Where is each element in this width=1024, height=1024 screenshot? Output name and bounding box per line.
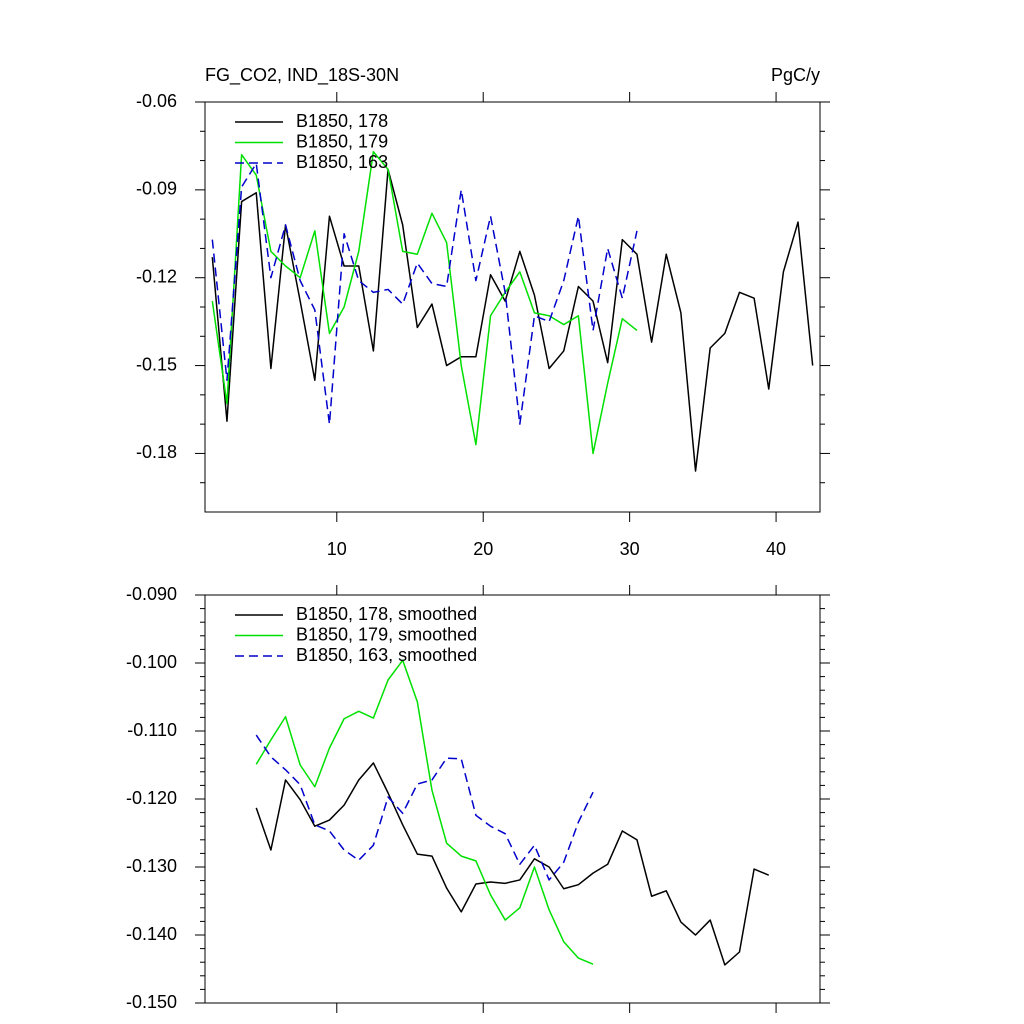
series-line (211, 162, 638, 425)
y-tick-label: -0.12 (136, 266, 177, 286)
y-tick-label: -0.09 (136, 179, 177, 199)
y-tick-label: -0.110 (127, 720, 177, 740)
legend-label: B1850, 179, smoothed (296, 624, 477, 644)
x-tick-label: 40 (766, 539, 786, 559)
series-line (211, 151, 638, 455)
units-title: PgC/y (771, 65, 820, 85)
series-line (211, 168, 814, 472)
series-line (255, 659, 594, 965)
series-line (255, 762, 770, 966)
x-tick-label: 20 (473, 539, 493, 559)
x-tick-label: 30 (620, 539, 640, 559)
chart-title: FG_CO2, IND_18S-30N (205, 65, 399, 86)
y-tick-label: -0.090 (126, 584, 177, 604)
y-tick-label: -0.150 (126, 992, 177, 1012)
y-tick-label: -0.120 (126, 788, 177, 808)
y-tick-label: -0.15 (136, 354, 177, 374)
x-tick-label: 10 (327, 539, 347, 559)
legend-label: B1850, 178, smoothed (296, 604, 477, 624)
legend-label: B1850, 179 (296, 131, 388, 151)
series-line (255, 734, 594, 881)
y-tick-label: -0.100 (126, 652, 177, 672)
y-tick-label: -0.140 (126, 924, 177, 944)
legend-label: B1850, 163 (296, 152, 388, 172)
y-tick-label: -0.18 (136, 442, 177, 462)
y-tick-label: -0.130 (126, 856, 177, 876)
legend-label: B1850, 178 (296, 111, 388, 131)
legend-label: B1850, 163, smoothed (296, 645, 477, 665)
y-tick-label: -0.06 (136, 91, 177, 111)
